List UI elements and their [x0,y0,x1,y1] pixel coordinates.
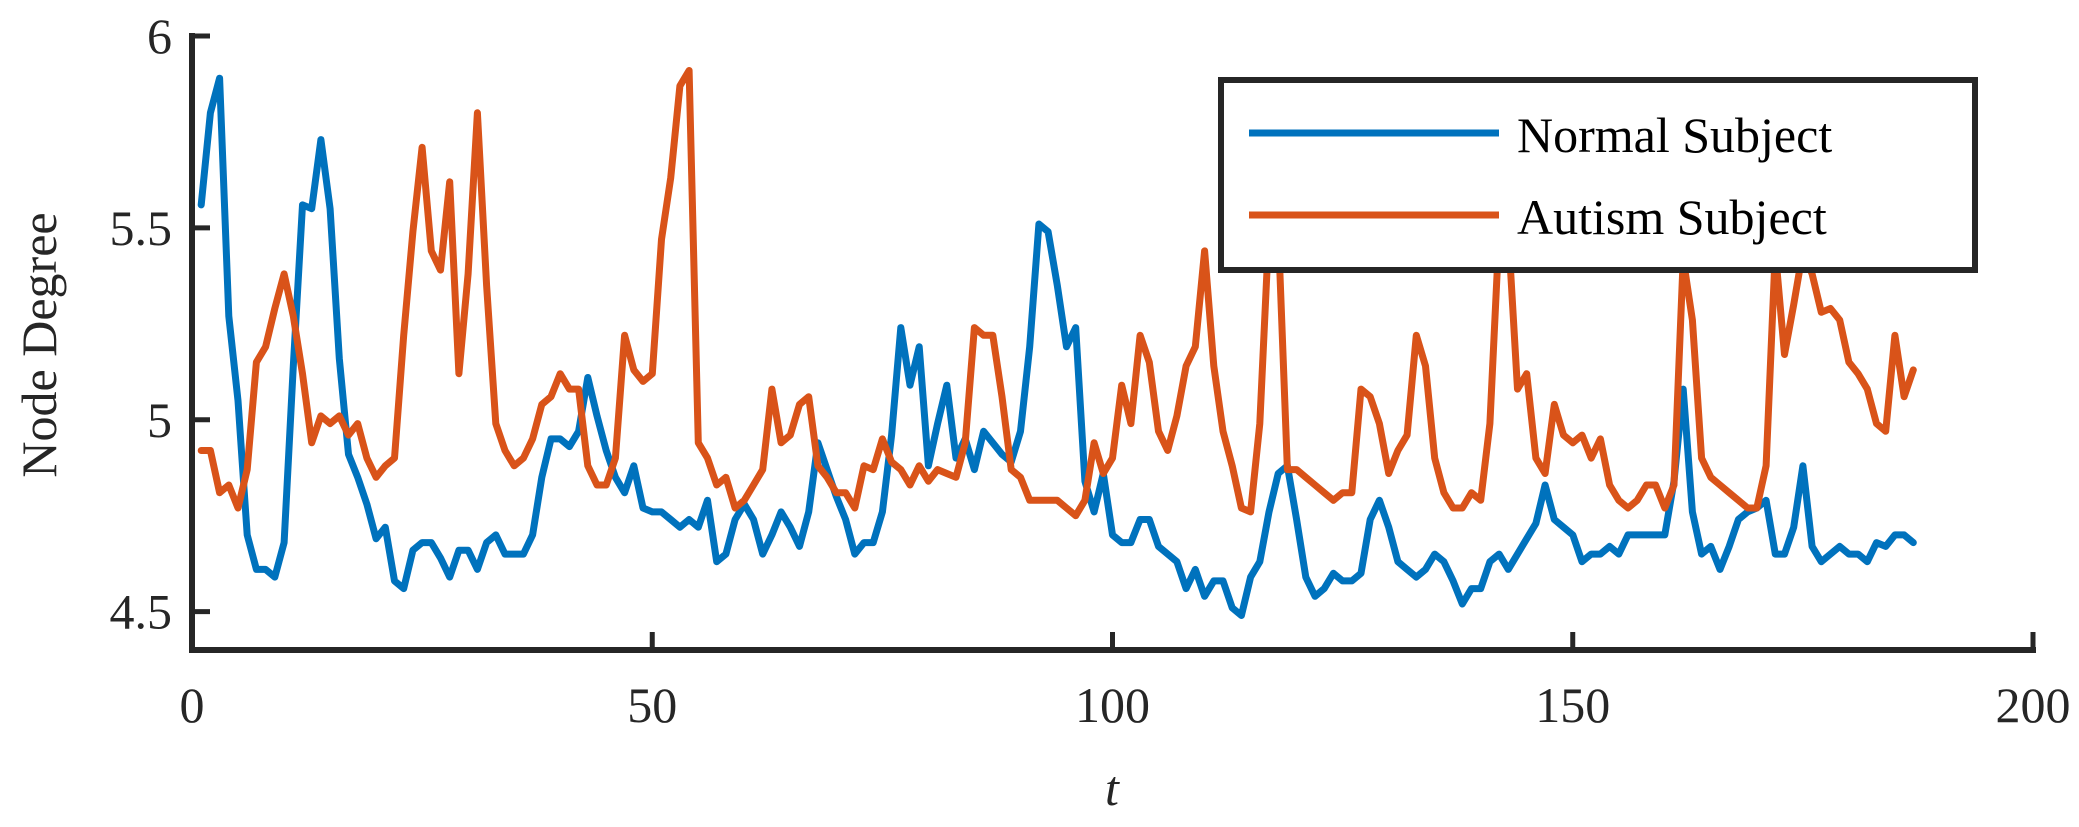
legend-label-normal-subject: Normal Subject [1517,107,1832,163]
series-line-normal-subject [197,74,1917,619]
x-tick-label-100: 100 [1075,677,1150,733]
ticks: 0 50 100 150 200 4.5 5 5.5 6 [110,8,2071,733]
legend-box [1218,77,1978,273]
series-layer [197,67,1917,619]
y-axis-label: Node Degree [11,212,67,477]
x-tick-label-50: 50 [627,677,677,733]
x-axis-label: t [1105,760,1120,816]
x-tick-label-0: 0 [180,677,205,733]
legend-label-autism-subject: Autism Subject [1517,189,1827,245]
y-tick-label-4-5: 4.5 [110,584,173,640]
x-tick-label-150: 150 [1535,677,1610,733]
legend: Normal Subject Autism Subject [1218,77,1978,273]
y-tick-label-5-5: 5.5 [110,200,173,256]
x-tick-label-200: 200 [1996,677,2071,733]
series-line-autism-subject [197,67,1917,520]
y-tick-label-5: 5 [147,392,172,448]
y-tick-label-6: 6 [147,8,172,64]
